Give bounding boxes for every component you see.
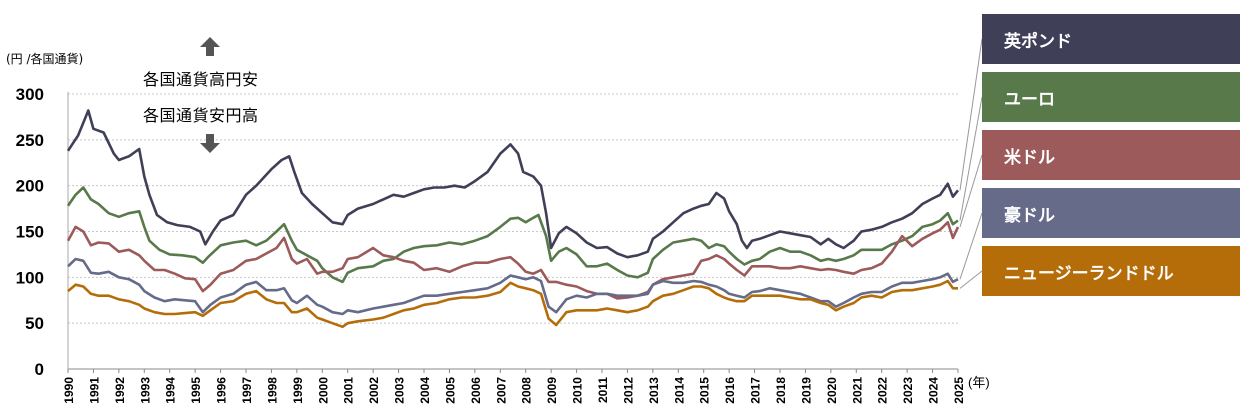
leader-line-usd: [959, 154, 983, 228]
y-tick-label: 50: [25, 314, 44, 333]
series-line-nzd: [67, 279, 958, 329]
x-tick-label: 2024: [927, 377, 941, 404]
x-axis-ticks: 1990 1991 1992 1993 1994 1995 1996 1997 1998 1999…: [62, 369, 966, 404]
x-tick-label: 2013: [647, 377, 661, 404]
x-tick-label: 1993: [138, 377, 152, 404]
x-tick-label: 1999: [291, 377, 305, 404]
x-tick-label: 2023: [901, 377, 915, 404]
legend-label-usd: 米ドル: [1004, 147, 1055, 168]
x-tick-label: 2021: [850, 377, 864, 404]
series-line-aud: [67, 257, 959, 316]
leader-line-nzd: [959, 270, 983, 289]
y-axis-label: (円 /各国通貨): [6, 52, 84, 66]
legend-item-usd: 米ドル: [982, 130, 1240, 180]
y-tick-label: 200: [16, 177, 44, 196]
x-tick-label: 2001: [342, 377, 356, 404]
annotation-yen-strong: 各国通貨安円高: [143, 106, 259, 125]
y-axis-ticks: 0 50 100 150 200 250 300: [16, 85, 44, 379]
x-tick-label: 2012: [621, 377, 635, 404]
leader-line-gbp: [959, 38, 983, 191]
x-tick-label: 2020: [825, 377, 839, 404]
leader-line-eur: [959, 96, 983, 221]
x-tick-label: 2006: [469, 377, 483, 404]
legend-label-aud: 豪ドル: [1004, 205, 1055, 226]
legend-item-eur: ユーロ: [982, 72, 1240, 122]
y-tick-label: 300: [16, 85, 44, 104]
x-tick-label: 2018: [774, 377, 788, 404]
x-tick-label: 2005: [443, 377, 457, 404]
x-tick-label: 2000: [316, 377, 330, 404]
x-tick-label: 2003: [393, 377, 407, 404]
series-line-usd: [66, 221, 960, 300]
y-tick-label: 150: [16, 223, 44, 242]
arrow-up-icon: [200, 37, 220, 56]
x-tick-label: 2016: [723, 377, 737, 404]
x-tick-label: 2007: [494, 377, 508, 404]
x-tick-label: 2019: [799, 377, 813, 404]
legend-label-nzd: ニュージーランドドル: [1004, 263, 1174, 284]
legend-label-gbp: 英ポンド: [1004, 31, 1072, 52]
legend-leader-lines: [959, 38, 983, 289]
y-tick-label: 100: [16, 268, 44, 287]
x-tick-label: 2015: [698, 377, 712, 404]
x-tick-label: 1991: [87, 377, 101, 404]
x-tick-label: 1996: [215, 377, 229, 404]
x-tick-label: 2002: [367, 377, 381, 404]
legend-item-nzd: ニュージーランドドル: [982, 246, 1240, 296]
x-tick-label: 1990: [62, 377, 76, 404]
x-tick-label: 2004: [418, 377, 432, 404]
x-tick-label: 1992: [113, 377, 127, 404]
x-tick-label: 2017: [749, 377, 763, 404]
gridlines: [67, 92, 958, 370]
legend-item-aud: 豪ドル: [982, 188, 1240, 238]
leader-line-aud: [959, 212, 983, 280]
y-tick-label: 0: [35, 360, 44, 379]
arrow-down-icon: [200, 134, 220, 153]
x-tick-label: 1998: [265, 377, 279, 404]
annotation-yen-weak: 各国通貨高円安: [143, 70, 259, 89]
x-tick-label: 2022: [876, 377, 890, 404]
x-tick-label: 2009: [545, 377, 559, 404]
y-tick-label: 250: [16, 131, 44, 150]
x-tick-label: 2025: [952, 377, 966, 404]
series-lines: [66, 109, 960, 329]
x-tick-label: 2010: [571, 377, 585, 404]
x-tick-label: 2014: [672, 377, 686, 404]
legend-item-gbp: 英ポンド: [982, 14, 1240, 64]
legend-label-eur: ユーロ: [1004, 89, 1055, 110]
x-tick-label: 1995: [189, 377, 203, 404]
x-tick-label: 1997: [240, 377, 254, 404]
annotation-arrows: [200, 37, 220, 153]
series-line-gbp: [66, 109, 960, 259]
x-tick-label: 1994: [164, 377, 178, 404]
x-tick-label: 2008: [520, 377, 534, 404]
series-line-eur: [66, 186, 959, 284]
x-axis-unit: (年): [968, 375, 990, 390]
x-tick-label: 2011: [596, 377, 610, 403]
